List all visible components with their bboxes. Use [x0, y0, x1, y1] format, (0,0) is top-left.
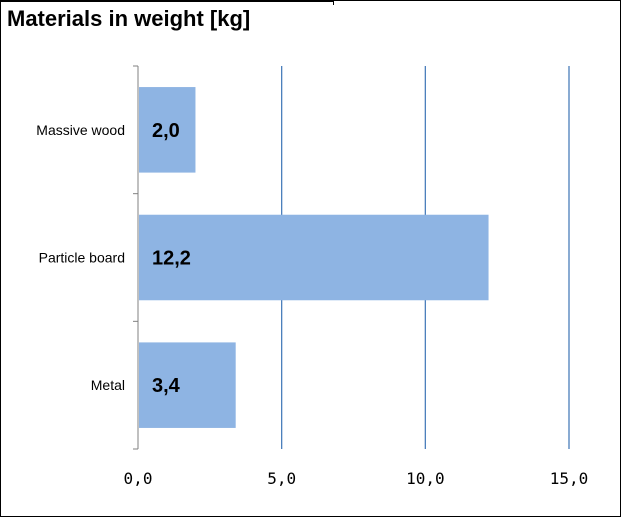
x-tick-label-0: 0,0 — [124, 469, 153, 488]
data-label-2: 3,4 — [152, 375, 181, 397]
x-tick-label-1: 5,0 — [267, 469, 296, 488]
x-tick-label-3: 15,0 — [550, 469, 589, 488]
x-tick-label-2: 10,0 — [406, 469, 445, 488]
bar-2 — [139, 342, 236, 428]
labels: Massive wood 2,0 Particle board 12,2 Metal 3,… — [36, 120, 588, 488]
bars — [139, 87, 489, 428]
category-label-2: Metal — [91, 377, 125, 393]
category-label-1: Particle board — [39, 250, 125, 266]
data-label-0: 2,0 — [152, 120, 180, 142]
bar-1 — [139, 214, 489, 301]
chart-title: Materials in weight [kg] — [7, 6, 251, 31]
top-border-rule — [1, 1, 621, 5]
category-axis — [133, 65, 139, 450]
data-label-1: 12,2 — [152, 248, 191, 270]
category-label-0: Massive wood — [36, 122, 125, 138]
bar-0 — [139, 87, 196, 173]
